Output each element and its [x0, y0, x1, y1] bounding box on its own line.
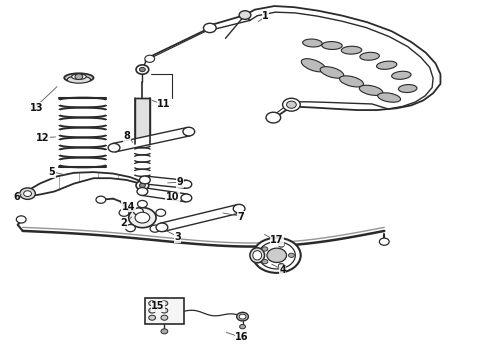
- Circle shape: [140, 67, 146, 72]
- Circle shape: [267, 248, 287, 262]
- Ellipse shape: [322, 41, 342, 49]
- Text: 13: 13: [30, 103, 44, 113]
- Text: 3: 3: [174, 232, 181, 242]
- Circle shape: [16, 216, 26, 223]
- Circle shape: [145, 55, 155, 62]
- Text: 11: 11: [157, 99, 171, 109]
- Circle shape: [237, 312, 248, 321]
- Circle shape: [161, 308, 168, 313]
- Ellipse shape: [340, 76, 364, 87]
- Ellipse shape: [72, 74, 86, 80]
- Circle shape: [278, 264, 284, 268]
- Circle shape: [149, 308, 156, 313]
- Circle shape: [75, 74, 83, 80]
- Text: 2: 2: [121, 218, 127, 228]
- Circle shape: [161, 329, 168, 334]
- Ellipse shape: [378, 93, 400, 102]
- Text: 10: 10: [166, 192, 179, 202]
- Circle shape: [125, 225, 135, 232]
- Circle shape: [278, 243, 284, 247]
- Polygon shape: [160, 204, 241, 231]
- Polygon shape: [141, 188, 187, 202]
- Circle shape: [283, 98, 300, 111]
- Circle shape: [240, 324, 245, 329]
- Circle shape: [136, 181, 149, 190]
- Circle shape: [24, 191, 31, 197]
- Circle shape: [183, 127, 195, 136]
- Circle shape: [135, 212, 150, 223]
- Ellipse shape: [64, 73, 94, 82]
- Text: 7: 7: [238, 212, 245, 221]
- Bar: [145, 298, 184, 324]
- Circle shape: [262, 260, 268, 264]
- Circle shape: [108, 143, 120, 152]
- Text: 12: 12: [36, 133, 50, 143]
- Ellipse shape: [301, 59, 325, 72]
- Circle shape: [161, 301, 168, 306]
- Circle shape: [289, 253, 294, 257]
- Bar: [135, 98, 150, 144]
- Circle shape: [149, 301, 156, 306]
- Circle shape: [266, 112, 281, 123]
- Ellipse shape: [376, 61, 397, 69]
- Circle shape: [149, 315, 156, 320]
- Circle shape: [239, 314, 246, 319]
- Ellipse shape: [398, 85, 417, 93]
- Circle shape: [140, 183, 146, 188]
- Ellipse shape: [360, 52, 379, 60]
- Circle shape: [129, 208, 156, 228]
- Ellipse shape: [258, 242, 295, 269]
- Circle shape: [134, 208, 144, 215]
- Polygon shape: [144, 176, 187, 188]
- Text: 4: 4: [279, 265, 286, 275]
- Circle shape: [119, 209, 129, 216]
- Circle shape: [262, 247, 268, 251]
- Ellipse shape: [359, 85, 383, 95]
- Ellipse shape: [67, 76, 91, 83]
- Ellipse shape: [250, 248, 265, 263]
- Circle shape: [203, 23, 216, 33]
- Ellipse shape: [392, 71, 411, 79]
- Text: 1: 1: [262, 11, 269, 21]
- Text: 8: 8: [124, 131, 131, 141]
- Text: 14: 14: [122, 202, 135, 212]
- Circle shape: [239, 11, 251, 19]
- Circle shape: [20, 188, 35, 199]
- Circle shape: [181, 180, 192, 188]
- Text: 15: 15: [151, 301, 165, 311]
- Ellipse shape: [303, 39, 322, 47]
- Text: 17: 17: [270, 235, 284, 245]
- Circle shape: [233, 204, 245, 213]
- Circle shape: [287, 101, 296, 108]
- Circle shape: [156, 223, 168, 231]
- Circle shape: [137, 188, 148, 195]
- Circle shape: [156, 209, 166, 216]
- Circle shape: [161, 315, 168, 320]
- Circle shape: [150, 225, 160, 232]
- Circle shape: [181, 194, 192, 202]
- Circle shape: [140, 176, 150, 184]
- Text: 16: 16: [235, 332, 249, 342]
- Ellipse shape: [253, 238, 301, 273]
- Text: 9: 9: [176, 177, 183, 187]
- Ellipse shape: [341, 46, 362, 54]
- Circle shape: [96, 196, 106, 203]
- Text: 5: 5: [49, 167, 55, 177]
- Polygon shape: [112, 127, 191, 152]
- Ellipse shape: [253, 251, 262, 260]
- Text: 6: 6: [13, 192, 20, 202]
- Ellipse shape: [320, 67, 344, 78]
- Circle shape: [379, 238, 389, 245]
- Circle shape: [138, 201, 147, 208]
- Circle shape: [136, 65, 149, 74]
